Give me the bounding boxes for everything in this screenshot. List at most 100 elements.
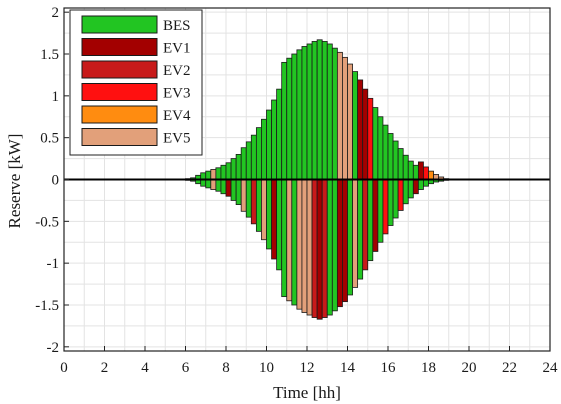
- negative-reserve-bar: [362, 179, 369, 271]
- positive-reserve-bar: [423, 166, 429, 180]
- negative-reserve-bar: [250, 179, 257, 225]
- positive-reserve-bar: [377, 116, 384, 180]
- y-tick-label: 1.5: [40, 47, 59, 63]
- negative-reserve-bar: [392, 179, 399, 219]
- negative-reserve-bar: [261, 179, 267, 241]
- negative-reserve-bar: [306, 179, 313, 316]
- positive-reserve-bar: [352, 71, 359, 180]
- positive-reserve-bar: [347, 63, 353, 180]
- legend-swatch: [81, 105, 158, 124]
- y-tick-label: 0.5: [40, 131, 59, 147]
- x-tick-label: 8: [222, 360, 230, 376]
- positive-reserve-bar: [245, 141, 252, 180]
- positive-reserve-bar: [205, 170, 212, 180]
- legend-label: EV2: [163, 63, 191, 79]
- negative-reserve-bar: [382, 179, 389, 235]
- positive-reserve-bar: [281, 61, 288, 180]
- y-tick-label: 1: [52, 89, 60, 105]
- negative-reserve-bar: [276, 179, 283, 271]
- positive-reserve-bar: [402, 154, 409, 180]
- positive-reserve-bar: [311, 41, 318, 180]
- positive-reserve-bar: [215, 167, 222, 180]
- negative-reserve-bar: [200, 179, 207, 187]
- negative-reserve-bar: [255, 179, 262, 232]
- positive-reserve-bar: [306, 43, 313, 180]
- negative-reserve-bar: [407, 179, 414, 199]
- y-tick-label: -1.5: [35, 298, 59, 314]
- negative-reserve-bar: [367, 179, 374, 262]
- negative-reserve-bar: [266, 179, 272, 250]
- x-tick-label: 12: [300, 360, 315, 376]
- negative-reserve-bar: [220, 179, 227, 195]
- positive-reserve-bar: [357, 79, 364, 180]
- legend-label: EV5: [163, 131, 191, 147]
- x-tick-label: 14: [340, 360, 356, 376]
- legend-label: EV4: [163, 108, 191, 124]
- y-tick-label: -1: [47, 256, 60, 272]
- negative-reserve-bar: [245, 179, 252, 218]
- positive-reserve-bar: [387, 133, 394, 180]
- x-tick-label: 24: [543, 360, 559, 376]
- positive-reserve-bar: [321, 41, 328, 180]
- legend-swatch: [81, 15, 158, 34]
- legend-swatch: [81, 83, 158, 101]
- negative-reserve-bar: [205, 179, 212, 189]
- negative-reserve-bar: [301, 179, 308, 313]
- x-tick-label: 10: [259, 360, 274, 376]
- positive-reserve-bar: [271, 99, 278, 180]
- positive-reserve-bar: [428, 170, 434, 180]
- x-tick-label: 16: [381, 360, 397, 376]
- negative-reserve-bar: [235, 179, 242, 205]
- legend-swatch: [81, 38, 158, 56]
- negative-reserve-bar: [387, 179, 394, 226]
- negative-reserve-bar: [342, 179, 348, 303]
- positive-reserve-bar: [316, 39, 323, 180]
- y-tick-label: -0.5: [35, 214, 59, 230]
- negative-reserve-bar: [397, 179, 404, 211]
- positive-reserve-bar: [342, 56, 348, 180]
- legend-swatch: [81, 128, 158, 146]
- negative-reserve-bar: [347, 179, 353, 296]
- negative-reserve-bar: [316, 179, 323, 320]
- positive-reserve-bar: [397, 148, 404, 180]
- x-tick-label: 20: [462, 360, 477, 376]
- positive-reserve-bar: [276, 88, 283, 180]
- positive-reserve-bar: [255, 127, 262, 180]
- x-tick-label: 18: [421, 360, 436, 376]
- negative-reserve-bar: [412, 179, 419, 195]
- negative-reserve-bar: [296, 179, 303, 310]
- legend-label: BES: [163, 18, 191, 34]
- positive-reserve-bar: [235, 154, 242, 180]
- negative-reserve-bar: [286, 179, 293, 302]
- positive-reserve-bar: [412, 164, 419, 180]
- negative-reserve-bar: [291, 179, 298, 306]
- negative-reserve-bar: [357, 179, 364, 280]
- positive-reserve-bar: [296, 49, 303, 180]
- negative-reserve-bar: [352, 179, 359, 288]
- positive-reserve-bar: [407, 160, 414, 180]
- negative-reserve-bar: [311, 179, 318, 318]
- positive-reserve-bar: [230, 158, 237, 180]
- positive-reserve-bar: [291, 53, 298, 180]
- negative-reserve-bar: [281, 179, 288, 298]
- axis-ticks: 0 2 4 6 8 10 12 14 16 18 20 22 24-2-1.5-1-0.500.511.…: [35, 5, 558, 376]
- positive-reserve-bar: [417, 161, 424, 180]
- positive-reserve-bar: [250, 134, 257, 180]
- positive-reserve-bar: [331, 47, 338, 180]
- positive-reserve-bar: [392, 140, 399, 180]
- negative-reserve-bar: [326, 179, 333, 316]
- positive-reserve-bar: [210, 169, 217, 180]
- positive-reserve-bar: [362, 88, 369, 180]
- negative-reserve-bar: [225, 179, 232, 197]
- y-tick-label: 0: [52, 173, 60, 189]
- positive-reserve-bar: [225, 162, 232, 180]
- legend: BES EV1 EV2 EV3 EV4 EV5: [69, 9, 203, 156]
- x-tick-label: 6: [182, 360, 190, 376]
- legend-label: EV1: [163, 41, 191, 57]
- y-tick-label: -2: [47, 340, 60, 356]
- negative-reserve-bar: [215, 179, 222, 192]
- negative-reserve-bar: [417, 179, 424, 190]
- y-tick-label: 2: [52, 5, 60, 21]
- negative-reserve-bar: [331, 179, 338, 312]
